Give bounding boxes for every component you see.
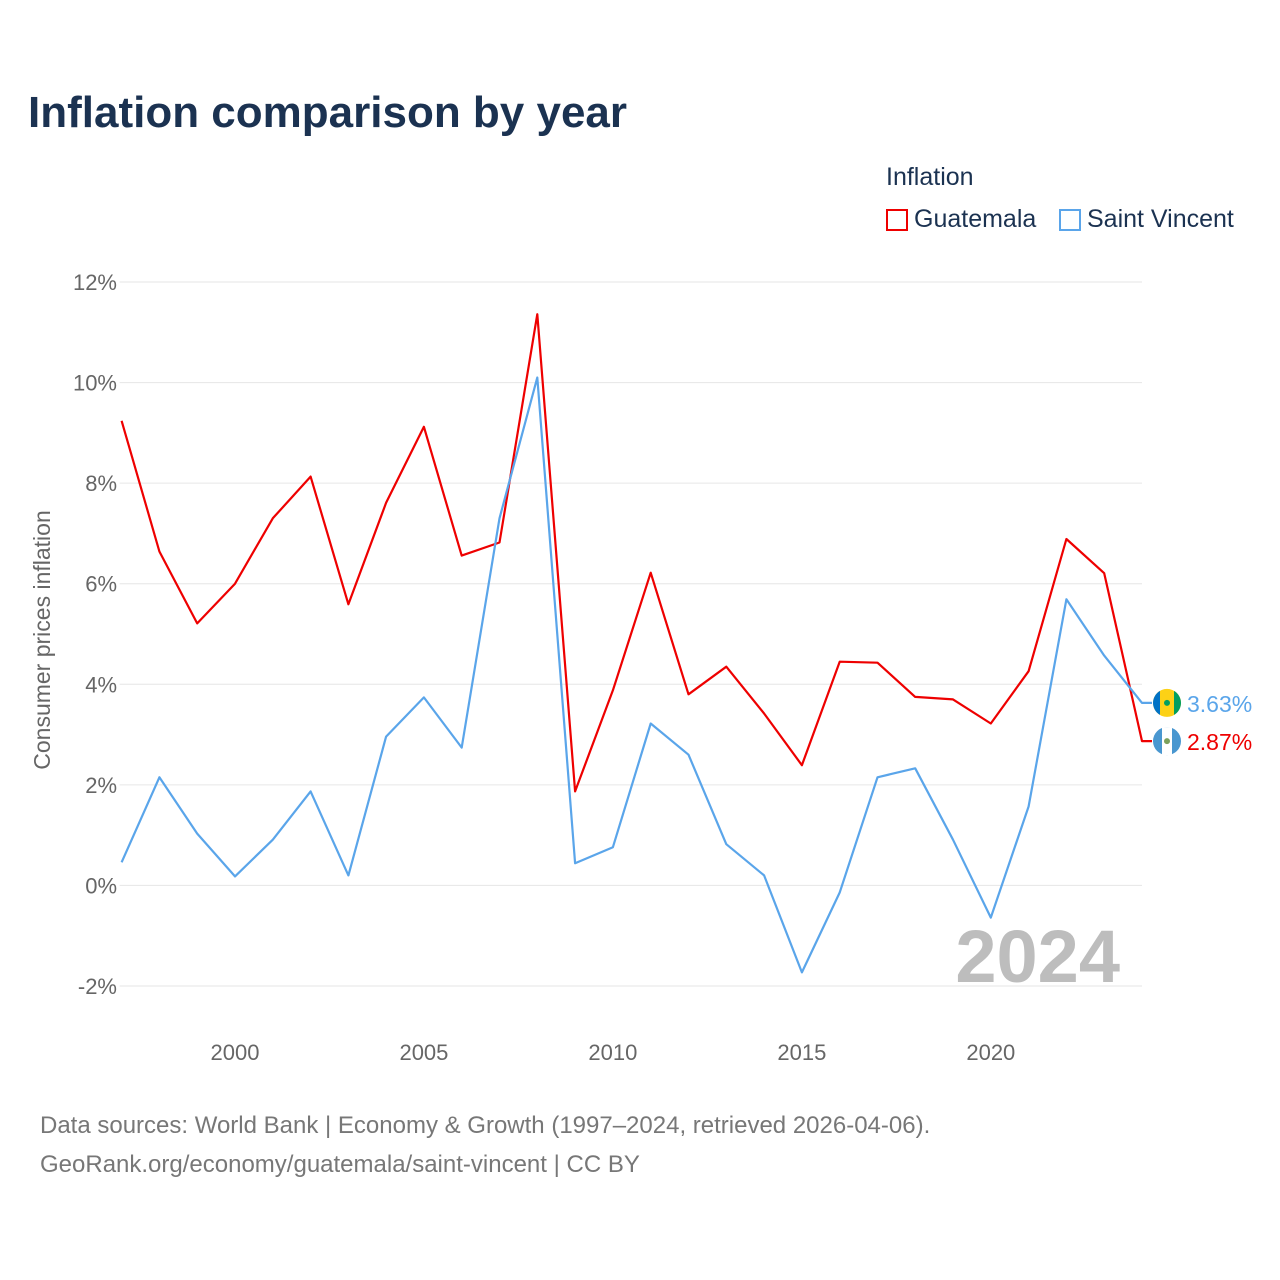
chart-title: Inflation comparison by year: [28, 88, 628, 137]
x-tick-label: 2020: [966, 1040, 1015, 1065]
y-tick-label: 8%: [85, 471, 117, 496]
y-tick-label: 2%: [85, 773, 117, 798]
legend-label: Guatemala: [914, 205, 1037, 233]
end-value-label: 2.87%: [1187, 729, 1252, 755]
legend-label: Saint Vincent: [1087, 205, 1234, 233]
y-tick-label: 4%: [85, 672, 117, 697]
y-tick-label: 6%: [85, 572, 117, 597]
legend-swatch-saint-vincent: [1059, 208, 1081, 231]
legend-title: Inflation: [886, 163, 974, 191]
x-tick-label: 2010: [588, 1040, 637, 1065]
source-url-text: GeoRank.org/economy/guatemala/saint-vinc…: [40, 1151, 640, 1178]
end-value-label: 3.63%: [1187, 691, 1252, 717]
y-axis-label: Consumer prices inflation: [29, 510, 55, 770]
x-tick-label: 2000: [211, 1040, 260, 1065]
flag-emblem: [1164, 738, 1170, 745]
data-source-text: Data sources: World Bank | Economy & Gro…: [40, 1112, 931, 1139]
footer: Data sources: World Bank | Economy & Gro…: [40, 1106, 930, 1184]
flag-stripe: [1174, 690, 1181, 715]
year-watermark: 2024: [955, 915, 1120, 998]
flag-stripe: [1153, 690, 1160, 715]
y-tick-label: 10%: [73, 371, 117, 396]
x-tick-label: 2015: [777, 1040, 826, 1065]
y-tick-label: 0%: [85, 873, 117, 898]
legend-item-saint-vincent[interactable]: Saint Vincent: [1059, 205, 1234, 234]
series-line-guatemala: [120, 313, 1152, 793]
series-line-saint-vincent: [120, 376, 1152, 974]
legend-swatch-guatemala: [886, 208, 908, 231]
y-tick-label: -2%: [78, 974, 117, 999]
legend-item-guatemala[interactable]: Guatemala: [886, 205, 1036, 234]
flag-emblem: [1164, 699, 1170, 706]
y-tick-label: 12%: [73, 270, 117, 295]
x-tick-label: 2005: [399, 1040, 448, 1065]
